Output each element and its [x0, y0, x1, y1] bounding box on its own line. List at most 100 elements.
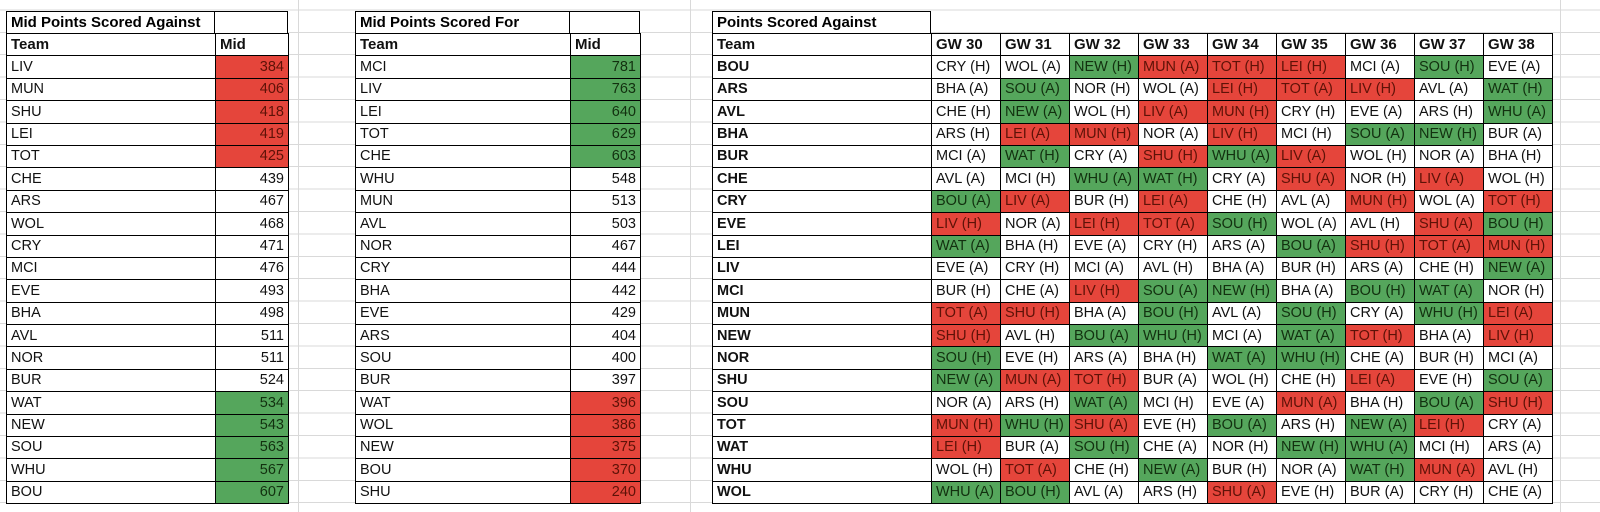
- fixture-cell[interactable]: EVE (H): [1276, 480, 1346, 505]
- team-column-header[interactable]: Team: [712, 32, 932, 57]
- fixture-cell[interactable]: LEI (A): [1138, 189, 1208, 214]
- fixture-cell[interactable]: ARS (A): [1069, 346, 1139, 370]
- fixture-cell[interactable]: SHU (A): [1414, 212, 1484, 236]
- fixture-cell[interactable]: WOL (H): [1069, 100, 1139, 124]
- fixture-cell[interactable]: BOU (A): [1069, 324, 1139, 348]
- fixture-cell[interactable]: WAT (H): [1000, 144, 1070, 169]
- team-cell[interactable]: WAT: [712, 436, 932, 460]
- fixture-cell[interactable]: SOU (H): [1207, 212, 1277, 236]
- fixture-cell[interactable]: WOL (H): [1345, 144, 1415, 169]
- fixture-cell[interactable]: LIV (H): [1069, 279, 1139, 303]
- team-cell[interactable]: WOL: [6, 212, 216, 236]
- team-cell[interactable]: LIV: [712, 256, 932, 281]
- mid-value-cell[interactable]: 607: [215, 480, 289, 505]
- team-cell[interactable]: WOL: [712, 480, 932, 505]
- fixture-cell[interactable]: NEW (A): [1000, 100, 1070, 124]
- fixture-cell[interactable]: LIV (H): [1345, 77, 1415, 102]
- fixture-cell[interactable]: ARS (H): [1414, 100, 1484, 124]
- mid-value-cell[interactable]: 476: [215, 256, 289, 281]
- fixture-cell[interactable]: BHA (A): [1276, 279, 1346, 303]
- fixture-cell[interactable]: WOL (A): [1000, 55, 1070, 79]
- fixture-cell[interactable]: NOR (A): [1414, 144, 1484, 169]
- fixture-cell[interactable]: MUN (H): [1345, 189, 1415, 214]
- fixture-cell[interactable]: NOR (H): [1483, 279, 1553, 303]
- fixture-cell[interactable]: CHE (A): [1138, 436, 1208, 460]
- team-cell[interactable]: AVL: [712, 100, 932, 124]
- fixture-cell[interactable]: WOL (A): [1138, 77, 1208, 102]
- team-cell[interactable]: LEI: [6, 122, 216, 146]
- mid-column-header[interactable]: Mid: [215, 32, 289, 57]
- team-cell[interactable]: SHU: [6, 100, 216, 124]
- team-cell[interactable]: BUR: [6, 368, 216, 393]
- fixture-cell[interactable]: NOR (A): [1000, 212, 1070, 236]
- fixture-cell[interactable]: BUR (A): [1000, 436, 1070, 460]
- mid-value-cell[interactable]: 418: [215, 100, 289, 124]
- team-cell[interactable]: AVL: [6, 324, 216, 348]
- team-cell[interactable]: MCI: [6, 256, 216, 281]
- fixture-cell[interactable]: WOL (A): [1414, 189, 1484, 214]
- fixture-cell[interactable]: MCI (H): [1000, 167, 1070, 191]
- team-cell[interactable]: BOU: [355, 458, 571, 482]
- fixture-cell[interactable]: CRY (H): [1276, 100, 1346, 124]
- fixture-cell[interactable]: MUN (A): [1000, 368, 1070, 393]
- fixture-cell[interactable]: BHA (H): [1345, 391, 1415, 415]
- fixture-cell[interactable]: TOT (A): [1414, 234, 1484, 258]
- fixture-cell[interactable]: WHU (A): [1483, 100, 1553, 124]
- fixture-cell[interactable]: ARS (H): [1276, 413, 1346, 438]
- fixture-cell[interactable]: LIV (H): [1483, 324, 1553, 348]
- mid-column-header[interactable]: Mid: [570, 32, 641, 57]
- fixture-cell[interactable]: ARS (H): [1000, 391, 1070, 415]
- mid-value-cell[interactable]: 386: [570, 413, 641, 438]
- fixture-cell[interactable]: BUR (H): [931, 279, 1001, 303]
- fixture-cell[interactable]: CRY (H): [1000, 256, 1070, 281]
- fixture-cell[interactable]: BHA (H): [1138, 346, 1208, 370]
- mid-value-cell[interactable]: 442: [570, 279, 641, 303]
- team-cell[interactable]: EVE: [712, 212, 932, 236]
- team-cell[interactable]: WAT: [6, 391, 216, 415]
- gw-header-cell[interactable]: GW 31: [1000, 32, 1070, 57]
- mid-value-cell[interactable]: 406: [215, 77, 289, 102]
- fixture-cell[interactable]: WHU (H): [1000, 413, 1070, 438]
- fixture-cell[interactable]: SOU (H): [1069, 436, 1139, 460]
- fixture-cell[interactable]: CRY (A): [1483, 413, 1553, 438]
- team-cell[interactable]: LEI: [355, 100, 571, 124]
- fixture-cell[interactable]: MUN (A): [1138, 55, 1208, 79]
- fixture-cell[interactable]: EVE (A): [931, 256, 1001, 281]
- fixture-cell[interactable]: NOR (A): [1138, 122, 1208, 146]
- fixture-cell[interactable]: TOT (A): [1138, 212, 1208, 236]
- mid-value-cell[interactable]: 429: [570, 301, 641, 326]
- team-cell[interactable]: WHU: [712, 458, 932, 482]
- fixture-cell[interactable]: SOU (H): [1276, 301, 1346, 326]
- fixture-cell[interactable]: AVL (H): [1138, 256, 1208, 281]
- fixture-cell[interactable]: NEW (H): [1414, 122, 1484, 146]
- mid-value-cell[interactable]: 439: [215, 167, 289, 191]
- mid-value-cell[interactable]: 543: [215, 413, 289, 438]
- gw-header-cell[interactable]: GW 30: [931, 32, 1001, 57]
- fixture-cell[interactable]: LEI (H): [1069, 212, 1139, 236]
- fixture-cell[interactable]: CHE (H): [1069, 458, 1139, 482]
- mid-value-cell[interactable]: 511: [215, 324, 289, 348]
- team-cell[interactable]: WOL: [355, 413, 571, 438]
- fixture-cell[interactable]: CHE (H): [1414, 256, 1484, 281]
- fixture-cell[interactable]: WHU (H): [1414, 301, 1484, 326]
- fixture-cell[interactable]: SHU (H): [1138, 144, 1208, 169]
- fixture-cell[interactable]: LIV (H): [1207, 122, 1277, 146]
- mid-value-cell[interactable]: 419: [215, 122, 289, 146]
- fixture-cell[interactable]: LEI (H): [1207, 77, 1277, 102]
- fixture-cell[interactable]: NOR (H): [1207, 436, 1277, 460]
- fixture-cell[interactable]: MCI (A): [1207, 324, 1277, 348]
- fixture-cell[interactable]: MUN (A): [1276, 391, 1346, 415]
- fixture-cell[interactable]: BOU (H): [1345, 279, 1415, 303]
- fixture-cell[interactable]: BOU (A): [1276, 234, 1346, 258]
- fixture-cell[interactable]: AVL (H): [1345, 212, 1415, 236]
- team-cell[interactable]: TOT: [712, 413, 932, 438]
- fixture-cell[interactable]: EVE (A): [1069, 234, 1139, 258]
- team-cell[interactable]: MUN: [6, 77, 216, 102]
- fixture-cell[interactable]: BHA (H): [1483, 144, 1553, 169]
- fixture-cell[interactable]: TOT (H): [1207, 55, 1277, 79]
- fixture-cell[interactable]: NEW (A): [931, 368, 1001, 393]
- team-cell[interactable]: NOR: [6, 346, 216, 370]
- mid-value-cell[interactable]: 603: [570, 144, 641, 169]
- fixture-cell[interactable]: SOU (A): [1483, 368, 1553, 393]
- table-title[interactable]: Points Scored Against: [712, 11, 931, 34]
